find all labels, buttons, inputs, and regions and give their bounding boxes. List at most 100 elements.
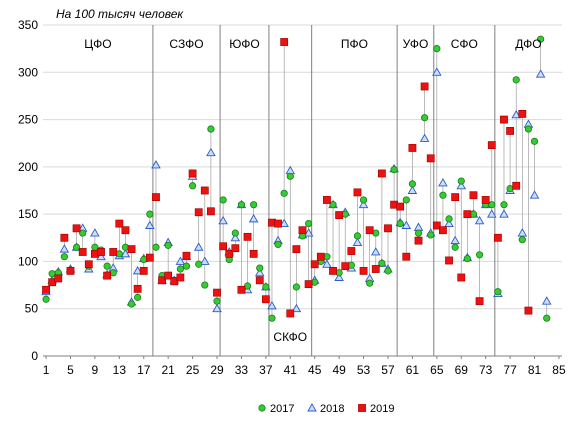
point-2019: [231, 244, 240, 253]
point-2017: [390, 166, 398, 174]
point-2019: [329, 266, 337, 275]
x-tick-label: 1: [43, 363, 50, 377]
point-2018: [303, 228, 314, 237]
point-2017: [402, 196, 410, 204]
point-2017: [164, 241, 172, 249]
point-2019: [255, 276, 264, 285]
x-tick-label: 53: [357, 363, 371, 377]
point-2017: [146, 210, 154, 218]
x-tick-label: 25: [186, 363, 200, 377]
point-2017: [79, 229, 87, 237]
x-tick-label: 73: [479, 363, 493, 377]
point-2019: [115, 219, 124, 228]
y-tick-label: 150: [18, 207, 38, 221]
point-2019: [524, 306, 533, 315]
point-2019: [213, 288, 221, 297]
x-tick-label: 45: [308, 363, 322, 377]
point-2017: [103, 262, 111, 270]
point-2019: [377, 169, 386, 178]
point-2019: [219, 242, 228, 251]
point-2018: [401, 220, 412, 229]
point-2018: [218, 215, 228, 225]
point-2017: [530, 137, 539, 145]
region-label: ЦФО: [84, 37, 111, 51]
point-2019: [463, 210, 472, 219]
point-2018: [248, 213, 259, 223]
point-2019: [384, 224, 392, 233]
point-2018: [450, 235, 460, 245]
point-2017: [518, 236, 526, 244]
point-2017: [201, 281, 209, 289]
y-tick-label: 350: [18, 18, 38, 32]
y-tick-label: 100: [18, 254, 38, 268]
point-2017: [500, 201, 508, 209]
point-2018: [487, 209, 497, 218]
point-2019: [304, 280, 313, 289]
legend-label: 2017: [270, 403, 294, 415]
point-2019: [420, 82, 429, 91]
point-2017: [421, 114, 429, 122]
legend-marker-2019: [358, 404, 366, 412]
x-tick-label: 5: [67, 363, 74, 377]
point-2019: [237, 285, 246, 294]
x-tick-label: 77: [503, 363, 517, 377]
point-2017: [378, 259, 386, 267]
point-2019: [518, 109, 527, 118]
point-2018: [90, 228, 100, 237]
point-2017: [188, 182, 197, 190]
point-2018: [279, 218, 289, 228]
point-2018: [132, 265, 143, 275]
x-tick-label: 65: [430, 363, 444, 377]
chart-subtitle: На 100 тысяч человек: [56, 7, 184, 21]
point-2018: [59, 244, 70, 253]
point-2018: [432, 67, 442, 76]
point-2017: [408, 180, 417, 188]
point-2018: [200, 256, 210, 265]
point-2019: [359, 266, 368, 275]
y-tick-label: 200: [18, 160, 38, 174]
point-2019: [225, 249, 234, 258]
point-2018: [120, 248, 131, 258]
point-2019: [207, 207, 215, 216]
point-2018: [474, 215, 485, 225]
point-2017: [134, 293, 142, 301]
point-2017: [72, 243, 81, 251]
y-tick-label: 300: [18, 65, 38, 79]
point-2019: [371, 265, 380, 273]
legend: 2017 2018 2019: [258, 403, 394, 415]
x-tick-label: 37: [259, 363, 273, 377]
point-2017: [524, 125, 533, 133]
point-2017: [537, 35, 545, 43]
point-2017: [250, 201, 258, 209]
x-tick-label: 33: [235, 363, 249, 377]
point-2018: [322, 259, 332, 268]
point-2019: [335, 211, 344, 219]
point-2017: [237, 201, 246, 209]
point-2018: [334, 272, 344, 281]
point-2017: [262, 283, 270, 291]
point-2017: [182, 262, 191, 270]
region-label: СФО: [451, 37, 478, 51]
point-2018: [413, 222, 424, 231]
point-2017: [213, 297, 221, 305]
point-2018: [444, 218, 454, 228]
point-2017: [127, 300, 136, 308]
point-2017: [42, 295, 50, 303]
point-2017: [512, 76, 520, 84]
point-2019: [487, 141, 496, 150]
x-tick-label: 81: [528, 363, 542, 377]
point-2018: [352, 237, 363, 246]
point-2019: [292, 245, 301, 254]
y-tick-label: 0: [31, 349, 38, 363]
x-tick-label: 49: [332, 363, 346, 377]
point-2019: [445, 256, 453, 265]
point-2017: [231, 229, 239, 237]
point-2019: [72, 224, 81, 233]
y-tick-label: 50: [25, 302, 39, 316]
point-2018: [291, 303, 302, 313]
point-2017: [384, 267, 392, 275]
point-2017: [329, 201, 337, 209]
legend-label: 2019: [370, 403, 394, 415]
point-2018: [370, 247, 381, 256]
